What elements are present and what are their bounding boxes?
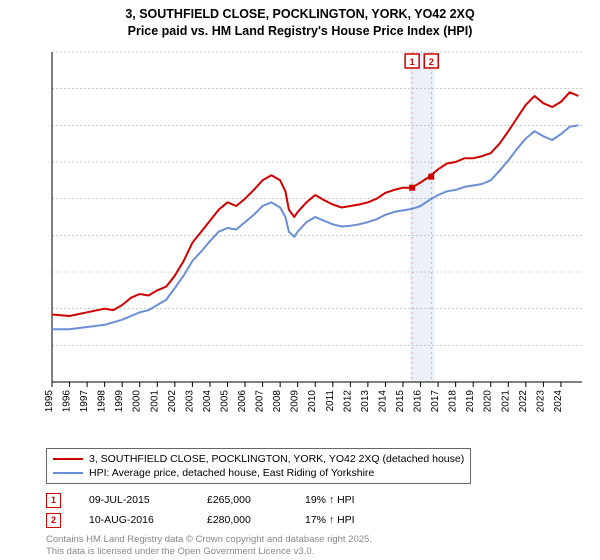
svg-text:2015: 2015 [395,390,406,413]
svg-text:2004: 2004 [202,390,213,413]
svg-text:2022: 2022 [518,390,529,413]
marker-box-2: 2 [46,513,61,528]
trans-pct: 19% ↑ HPI [305,494,385,506]
svg-text:2017: 2017 [430,390,441,413]
trans-date: 10-AUG-2016 [89,514,179,526]
table-row: 2 10-AUG-2016 £280,000 17% ↑ HPI [46,510,385,530]
legend-swatch-hpi [53,472,83,474]
svg-text:2001: 2001 [149,390,160,413]
svg-text:1999: 1999 [114,390,125,413]
legend-swatch-price [53,458,83,460]
svg-text:2012: 2012 [342,390,353,413]
legend-box: 3, SOUTHFIELD CLOSE, POCKLINGTON, YORK, … [46,448,471,484]
svg-text:1998: 1998 [97,390,108,413]
svg-text:2018: 2018 [448,390,459,413]
svg-text:1997: 1997 [79,390,90,413]
svg-text:2008: 2008 [272,390,283,413]
legend-label-hpi: HPI: Average price, detached house, East… [89,466,374,480]
trans-pct: 17% ↑ HPI [305,514,385,526]
footer-line-1: Contains HM Land Registry data © Crown c… [46,534,372,546]
svg-text:2002: 2002 [167,390,178,413]
svg-text:2006: 2006 [237,390,248,413]
svg-text:2019: 2019 [465,390,476,413]
line-chart-svg: £0£50K£100K£150K£200K£250K£300K£350K£400… [44,46,590,426]
svg-text:2023: 2023 [535,390,546,413]
svg-text:2011: 2011 [325,390,336,412]
svg-text:2005: 2005 [219,390,230,413]
svg-text:2007: 2007 [255,390,266,413]
legend-label-price: 3, SOUTHFIELD CLOSE, POCKLINGTON, YORK, … [89,452,464,466]
svg-text:2021: 2021 [500,390,511,413]
legend-row: 3, SOUTHFIELD CLOSE, POCKLINGTON, YORK, … [53,452,464,466]
table-row: 1 09-JUL-2015 £265,000 19% ↑ HPI [46,490,385,510]
svg-text:2003: 2003 [184,390,195,413]
title-line-2: Price paid vs. HM Land Registry's House … [0,23,600,40]
title-line-1: 3, SOUTHFIELD CLOSE, POCKLINGTON, YORK, … [0,6,600,23]
svg-text:2020: 2020 [483,390,494,413]
chart-area: £0£50K£100K£150K£200K£250K£300K£350K£400… [44,46,590,426]
footer-note: Contains HM Land Registry data © Crown c… [46,534,372,558]
svg-text:2000: 2000 [132,390,143,413]
svg-text:1996: 1996 [62,390,73,413]
trans-price: £265,000 [207,494,277,506]
marker-box-1: 1 [46,493,61,508]
transaction-table: 1 09-JUL-2015 £265,000 19% ↑ HPI 2 10-AU… [46,490,385,530]
legend-row: HPI: Average price, detached house, East… [53,466,464,480]
svg-text:2: 2 [429,57,434,67]
svg-text:2010: 2010 [307,390,318,413]
svg-text:2024: 2024 [553,390,564,413]
svg-text:2013: 2013 [360,390,371,413]
trans-date: 09-JUL-2015 [89,494,179,506]
svg-text:1: 1 [410,57,415,67]
svg-text:2009: 2009 [290,390,301,413]
chart-container: 3, SOUTHFIELD CLOSE, POCKLINGTON, YORK, … [0,0,600,560]
svg-text:1995: 1995 [44,390,55,413]
trans-price: £280,000 [207,514,277,526]
chart-title-block: 3, SOUTHFIELD CLOSE, POCKLINGTON, YORK, … [0,0,600,40]
svg-text:2016: 2016 [413,390,424,413]
svg-text:2014: 2014 [377,390,388,413]
footer-line-2: This data is licensed under the Open Gov… [46,546,372,558]
